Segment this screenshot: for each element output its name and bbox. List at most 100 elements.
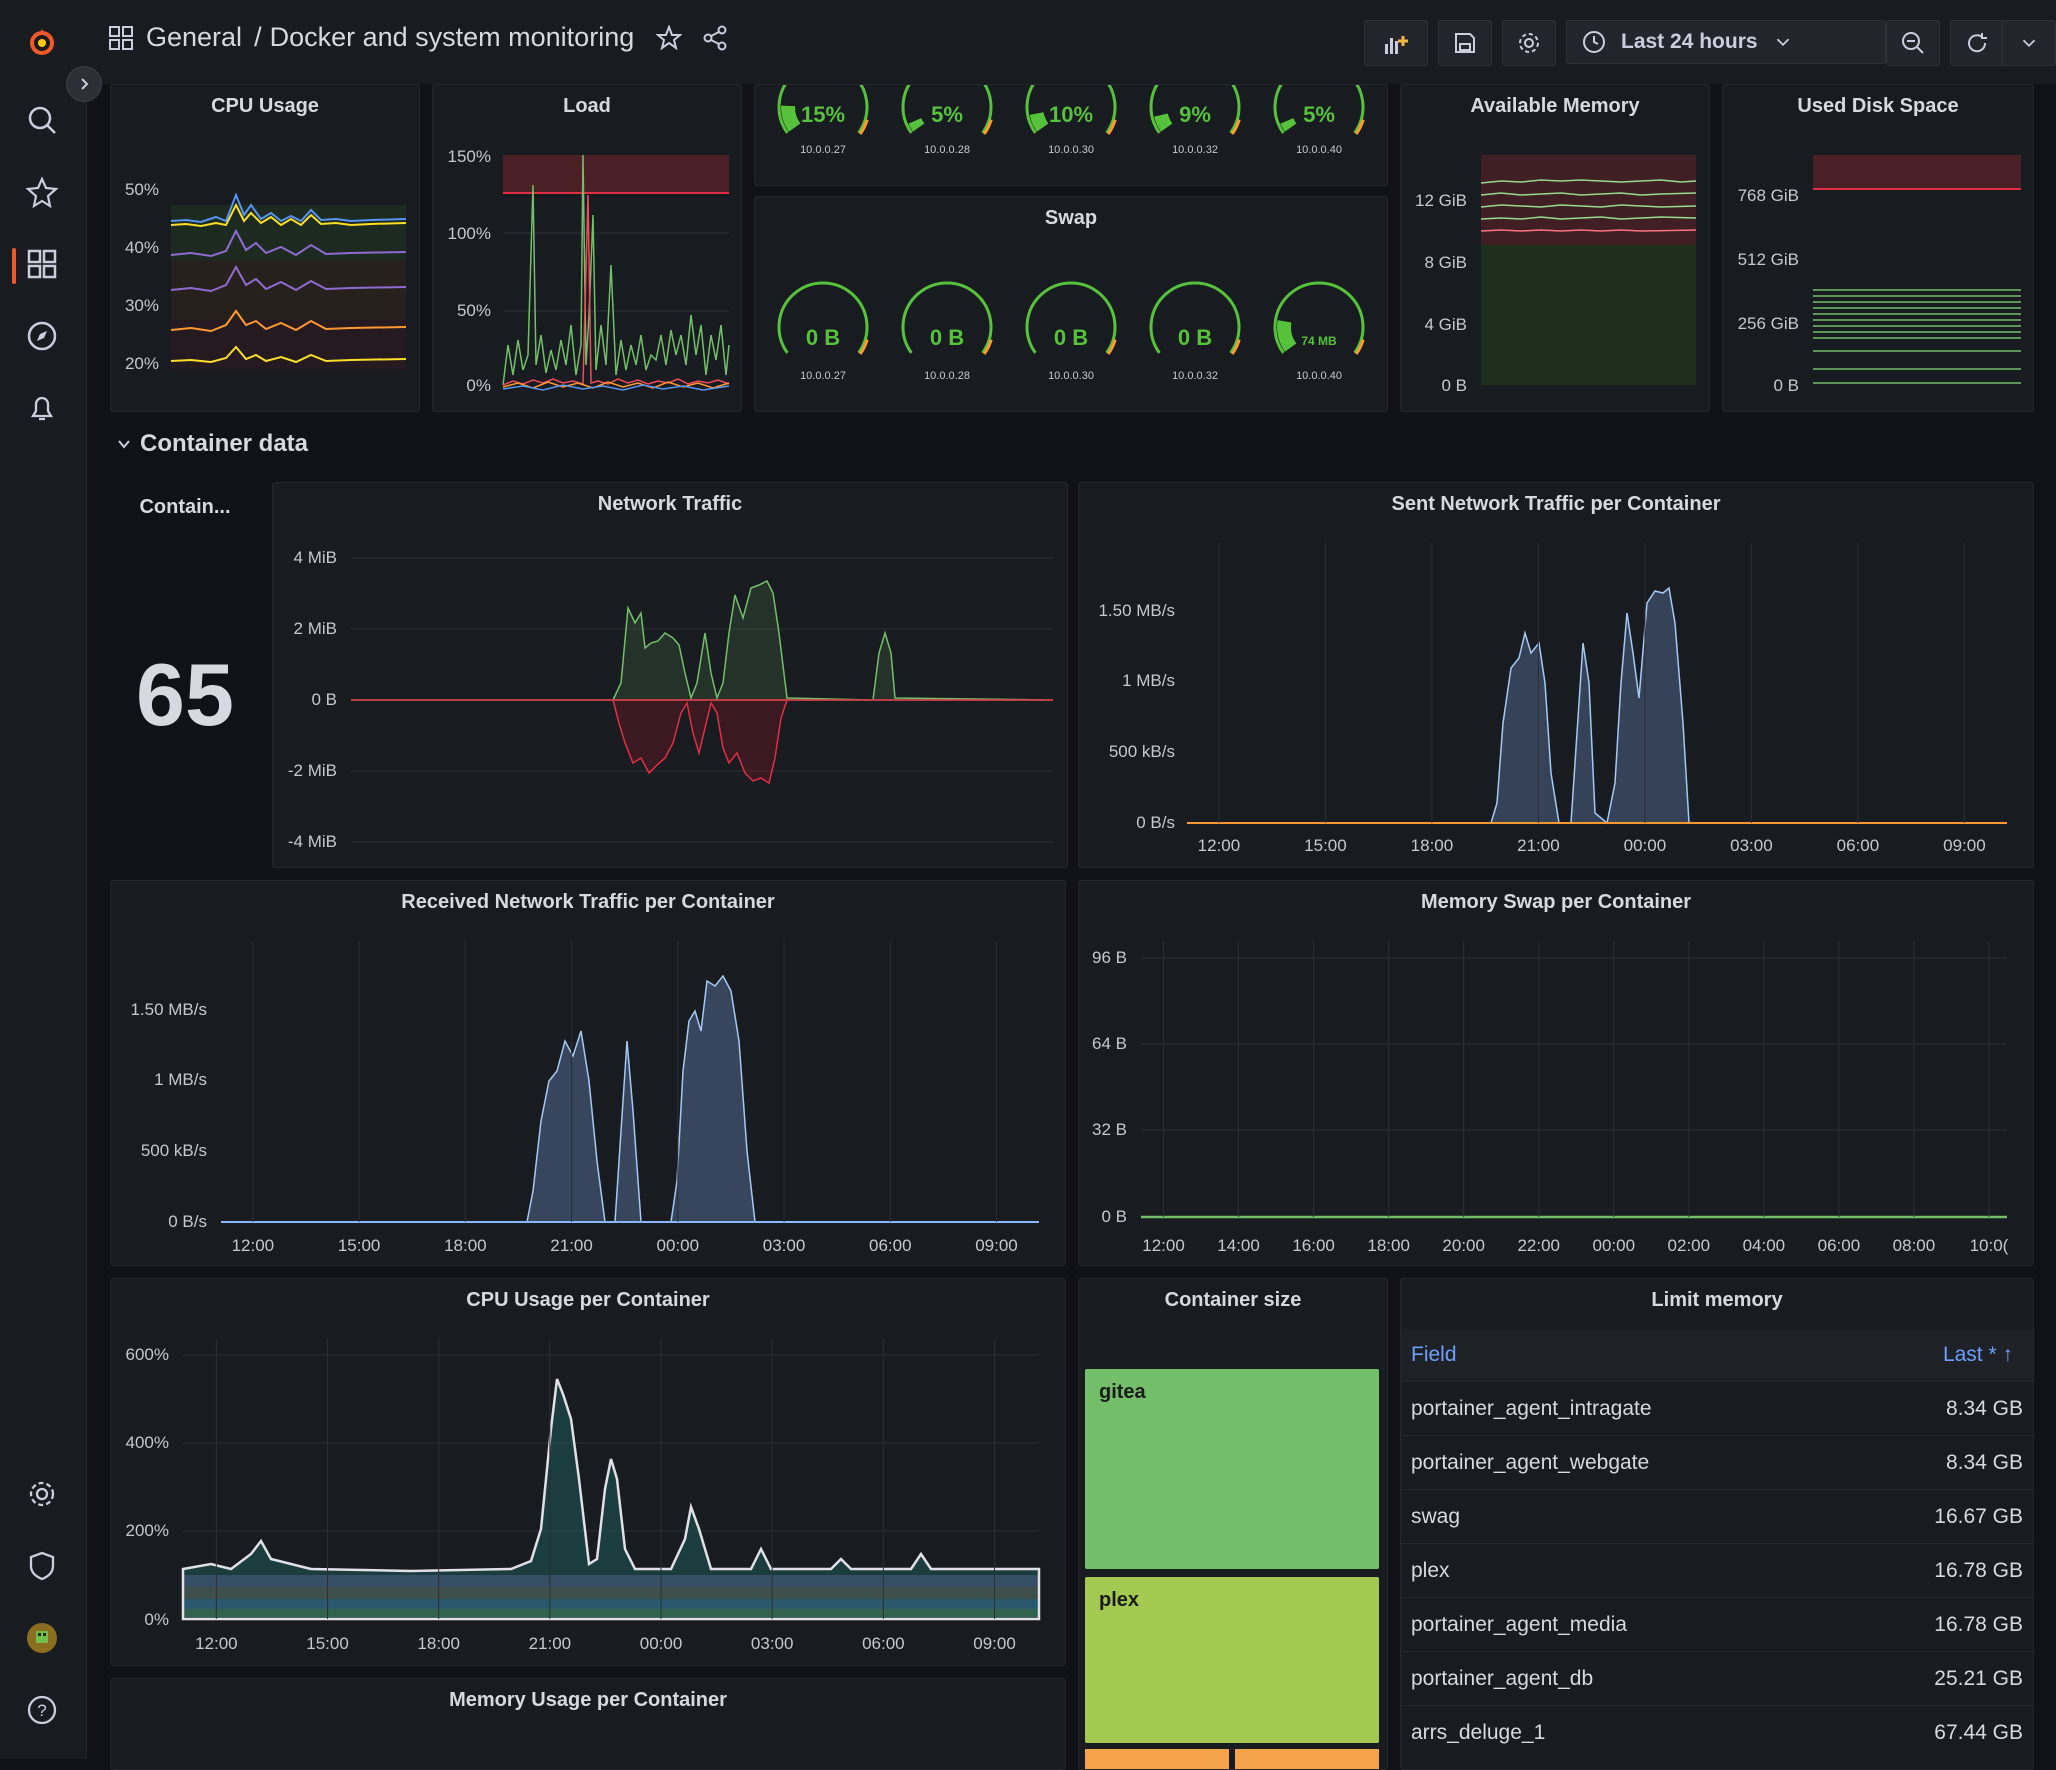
- chevron-right-icon: [81, 78, 89, 90]
- y-tick: 0%: [466, 376, 491, 395]
- dashboard-settings-button[interactable]: [1502, 20, 1556, 66]
- x-tick: 06:00: [862, 1634, 905, 1653]
- y-tick: 40%: [125, 238, 159, 257]
- used-disk-space-panel[interactable]: Used Disk Space 768 GiB 512 GiB 256 GiB …: [1722, 84, 2034, 412]
- treemap-label: gitea: [1099, 1381, 1146, 1403]
- search-icon[interactable]: [22, 100, 62, 140]
- zoom-out-button[interactable]: [1886, 20, 1940, 66]
- memory-swap-chart: 96 B 64 B 32 B 0 B 12:00 14:00 16:00 18:00 2…: [1092, 941, 2009, 1255]
- sent-traffic-panel[interactable]: Sent Network Traffic per Container 1.50 …: [1078, 482, 2034, 868]
- x-tick: 10:0(: [1970, 1236, 2009, 1255]
- star-icon[interactable]: [22, 172, 62, 212]
- panel-title: Memory Usage per Container: [449, 1689, 727, 1711]
- help-icon[interactable]: ?: [22, 1690, 62, 1730]
- panel-title: Contain...: [139, 496, 231, 518]
- y-tick: 1 MB/s: [1122, 671, 1175, 690]
- x-tick: 00:00: [657, 1236, 700, 1255]
- shield-icon[interactable]: [22, 1546, 62, 1586]
- row-toggle-container-data[interactable]: Container data: [116, 430, 308, 458]
- share-icon[interactable]: [702, 25, 728, 51]
- avatar[interactable]: [22, 1618, 62, 1658]
- container-count-panel[interactable]: Contain... 65: [110, 484, 260, 866]
- refresh-interval-dropdown[interactable]: [2002, 20, 2056, 66]
- breadcrumb-folder[interactable]: General: [146, 22, 243, 52]
- swap-panel[interactable]: Swap 0 B 10.0.0.27 0 B 10.0.0.28 0 B 10.0.0.3…: [754, 196, 1388, 412]
- x-tick: 06:00: [1837, 836, 1880, 855]
- table-cell-field: swag: [1411, 1505, 1461, 1528]
- y-tick: 768 GiB: [1738, 186, 1799, 205]
- gauge-value: 10%: [1049, 102, 1093, 127]
- cpu-gauges: 15% 10.0.0.27 5% 10.0.0.28 10% 10.0.0.30 9% 10.…: [777, 85, 1365, 156]
- explore-icon[interactable]: [22, 316, 62, 356]
- cpu-usage-panel[interactable]: CPU Usage 50% 40% 30% 20%: [110, 84, 420, 412]
- grafana-logo-icon[interactable]: [22, 22, 62, 62]
- y-tick: 96 B: [1092, 948, 1127, 967]
- x-tick: 02:00: [1668, 1236, 1711, 1255]
- x-tick: 20:00: [1442, 1236, 1485, 1255]
- add-panel-button[interactable]: [1364, 20, 1428, 66]
- treemap-tile-gitea[interactable]: gitea: [1085, 1369, 1379, 1569]
- y-tick: 0 B/s: [168, 1212, 207, 1231]
- table-row: portainer_agent_db 25.21 GB: [1401, 1651, 2033, 1706]
- table-row: swag 16.67 GB: [1401, 1489, 2033, 1544]
- dashboards-icon[interactable]: [22, 244, 62, 284]
- panel-title: Received Network Traffic per Container: [401, 891, 775, 913]
- chevron-down-icon: [2022, 39, 2036, 47]
- x-tick: 18:00: [1367, 1236, 1410, 1255]
- received-traffic-panel[interactable]: Received Network Traffic per Container 1…: [110, 880, 1066, 1266]
- panel-title: Swap: [1044, 207, 1098, 229]
- treemap-tile[interactable]: [1235, 1749, 1379, 1769]
- x-tick: 12:00: [1198, 836, 1241, 855]
- memory-per-container-panel[interactable]: Memory Usage per Container: [110, 1678, 1066, 1770]
- gauge-fill: [1280, 117, 1297, 132]
- gauge-value: 0 B: [806, 325, 840, 350]
- load-panel[interactable]: Load 150% 100% 50% 0%: [432, 84, 742, 412]
- expand-sidebar-button[interactable]: [66, 66, 102, 102]
- y-tick: 200%: [126, 1521, 169, 1540]
- cpu-gauges-panel[interactable]: 15% 10.0.0.27 5% 10.0.0.28 10% 10.0.0.30 9% 10.…: [754, 84, 1388, 186]
- save-button[interactable]: [1438, 20, 1492, 66]
- memory-swap-panel[interactable]: Memory Swap per Container 96 B 64 B 32 B…: [1078, 880, 2034, 1266]
- y-tick: 400%: [126, 1433, 169, 1452]
- time-range-picker[interactable]: Last 24 hours: [1566, 20, 1886, 64]
- gauge-fill: [1277, 320, 1297, 352]
- x-tick: 15:00: [306, 1634, 349, 1653]
- alerting-icon[interactable]: [22, 388, 62, 428]
- cpu-per-container-panel[interactable]: CPU Usage per Container 600% 400% 200% 0…: [110, 1278, 1066, 1666]
- treemap-tile-plex[interactable]: plex: [1085, 1577, 1379, 1743]
- gauge-host: 10.0.0.32: [1172, 370, 1218, 382]
- refresh-icon: [1968, 33, 1987, 53]
- sidebar: ?: [0, 0, 102, 1759]
- received-traffic-chart: 1.50 MB/s 1 MB/s 500 kB/s 0 B/s 12:00 15:…: [130, 941, 1039, 1255]
- y-tick: 512 GiB: [1738, 250, 1799, 269]
- column-last[interactable]: Last * ↑: [1942, 1343, 2013, 1366]
- star-icon[interactable]: [656, 24, 683, 51]
- column-field[interactable]: Field: [1411, 1343, 1457, 1366]
- network-traffic-panel[interactable]: Network Traffic 4 MiB 2 MiB 0 B -2 MiB -…: [272, 482, 1068, 868]
- x-tick: 04:00: [1743, 1236, 1786, 1255]
- gauge-fill: [908, 117, 925, 132]
- gauge-value: 9%: [1179, 102, 1211, 127]
- x-tick: 06:00: [869, 1236, 912, 1255]
- x-tick: 00:00: [1592, 1236, 1635, 1255]
- y-tick: 64 B: [1092, 1034, 1127, 1053]
- save-icon: [1455, 33, 1475, 53]
- x-tick: 12:00: [1142, 1236, 1185, 1255]
- y-tick: 0 B/s: [1136, 813, 1175, 832]
- table-cell-value: 16.67 GB: [1934, 1505, 2023, 1528]
- dashboard-title[interactable]: Docker and system monitoring: [269, 22, 635, 52]
- y-tick: 1 MB/s: [154, 1070, 207, 1089]
- gauge-value: 74 MB: [1301, 334, 1337, 348]
- available-memory-panel[interactable]: Available Memory 12 GiB 8 GiB 4 GiB 0 B: [1400, 84, 1710, 412]
- limit-memory-panel[interactable]: Limit memory Field Last * ↑ portainer_ag…: [1400, 1278, 2034, 1770]
- time-range-label: Last 24 hours: [1621, 30, 1758, 53]
- gauge-track: [1273, 281, 1365, 354]
- zoom-out-icon: [1902, 32, 1924, 54]
- active-indicator: [12, 248, 16, 284]
- treemap-tile[interactable]: [1085, 1749, 1229, 1769]
- refresh-button[interactable]: [1950, 20, 2004, 66]
- table-cell-value: 16.78 GB: [1934, 1559, 2023, 1582]
- container-size-panel[interactable]: Container size gitea plex: [1078, 1278, 1388, 1770]
- gauge-track: [1149, 281, 1241, 354]
- settings-icon[interactable]: [22, 1474, 62, 1514]
